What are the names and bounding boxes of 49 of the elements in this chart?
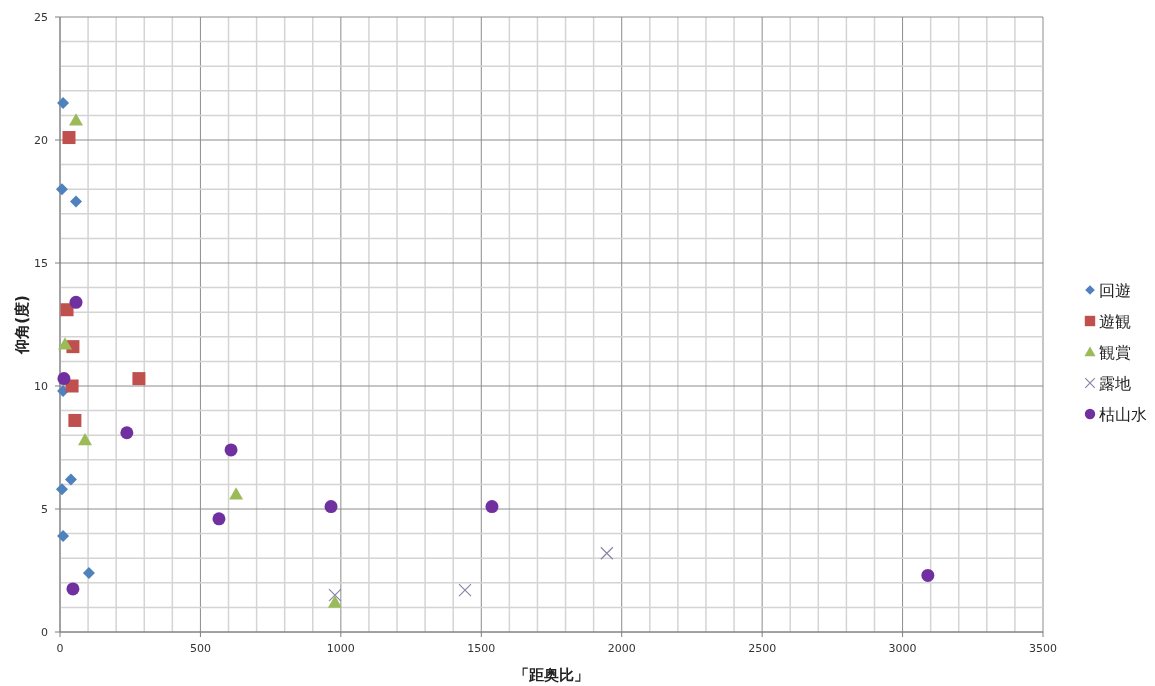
y-tick-label: 0 xyxy=(41,626,48,639)
x-tick-label: 1500 xyxy=(467,642,496,655)
x-axis-title: 「距奥比」 xyxy=(514,666,589,684)
point xyxy=(69,113,84,126)
legend-label: 露地 xyxy=(1099,374,1131,393)
point xyxy=(458,583,472,597)
point xyxy=(485,500,499,514)
point xyxy=(324,500,338,514)
x-tick-label: 0 xyxy=(56,642,64,655)
y-tick-label: 10 xyxy=(34,380,48,393)
legend-label: 遊観 xyxy=(1099,312,1131,331)
x-tick-label: 500 xyxy=(189,642,211,655)
x-tick-label: 2500 xyxy=(748,642,777,655)
legend-label: 観賞 xyxy=(1099,343,1131,362)
x-tick-label: 3000 xyxy=(888,642,917,655)
point xyxy=(66,582,80,596)
y-tick-label: 5 xyxy=(41,503,48,516)
point xyxy=(58,337,73,350)
point xyxy=(224,443,238,457)
point xyxy=(57,97,70,110)
x-tick-label: 1000 xyxy=(326,642,355,655)
point xyxy=(600,546,614,560)
point xyxy=(65,379,79,393)
point xyxy=(921,568,935,582)
point xyxy=(70,195,83,208)
point xyxy=(62,131,76,145)
point xyxy=(69,295,83,309)
point xyxy=(328,588,342,602)
y-tick-label: 20 xyxy=(34,134,48,147)
point xyxy=(64,473,77,486)
point xyxy=(55,483,68,496)
y-axis-title: 仰角(度) xyxy=(13,295,31,355)
point xyxy=(82,566,95,579)
point xyxy=(229,487,244,500)
point xyxy=(132,372,146,386)
x-tick-label: 3500 xyxy=(1029,642,1057,655)
point xyxy=(57,372,71,386)
point xyxy=(68,413,82,427)
y-tick-label: 15 xyxy=(34,257,48,270)
point xyxy=(212,512,226,526)
point xyxy=(57,530,70,543)
point xyxy=(327,595,342,608)
point xyxy=(55,183,68,196)
point xyxy=(120,426,134,440)
legend-label: 回遊 xyxy=(1099,281,1131,300)
legend-label: 枯山水 xyxy=(1099,405,1147,424)
point xyxy=(78,433,92,446)
x-tick-label: 2000 xyxy=(607,642,636,655)
y-tick-label: 25 xyxy=(34,11,48,24)
